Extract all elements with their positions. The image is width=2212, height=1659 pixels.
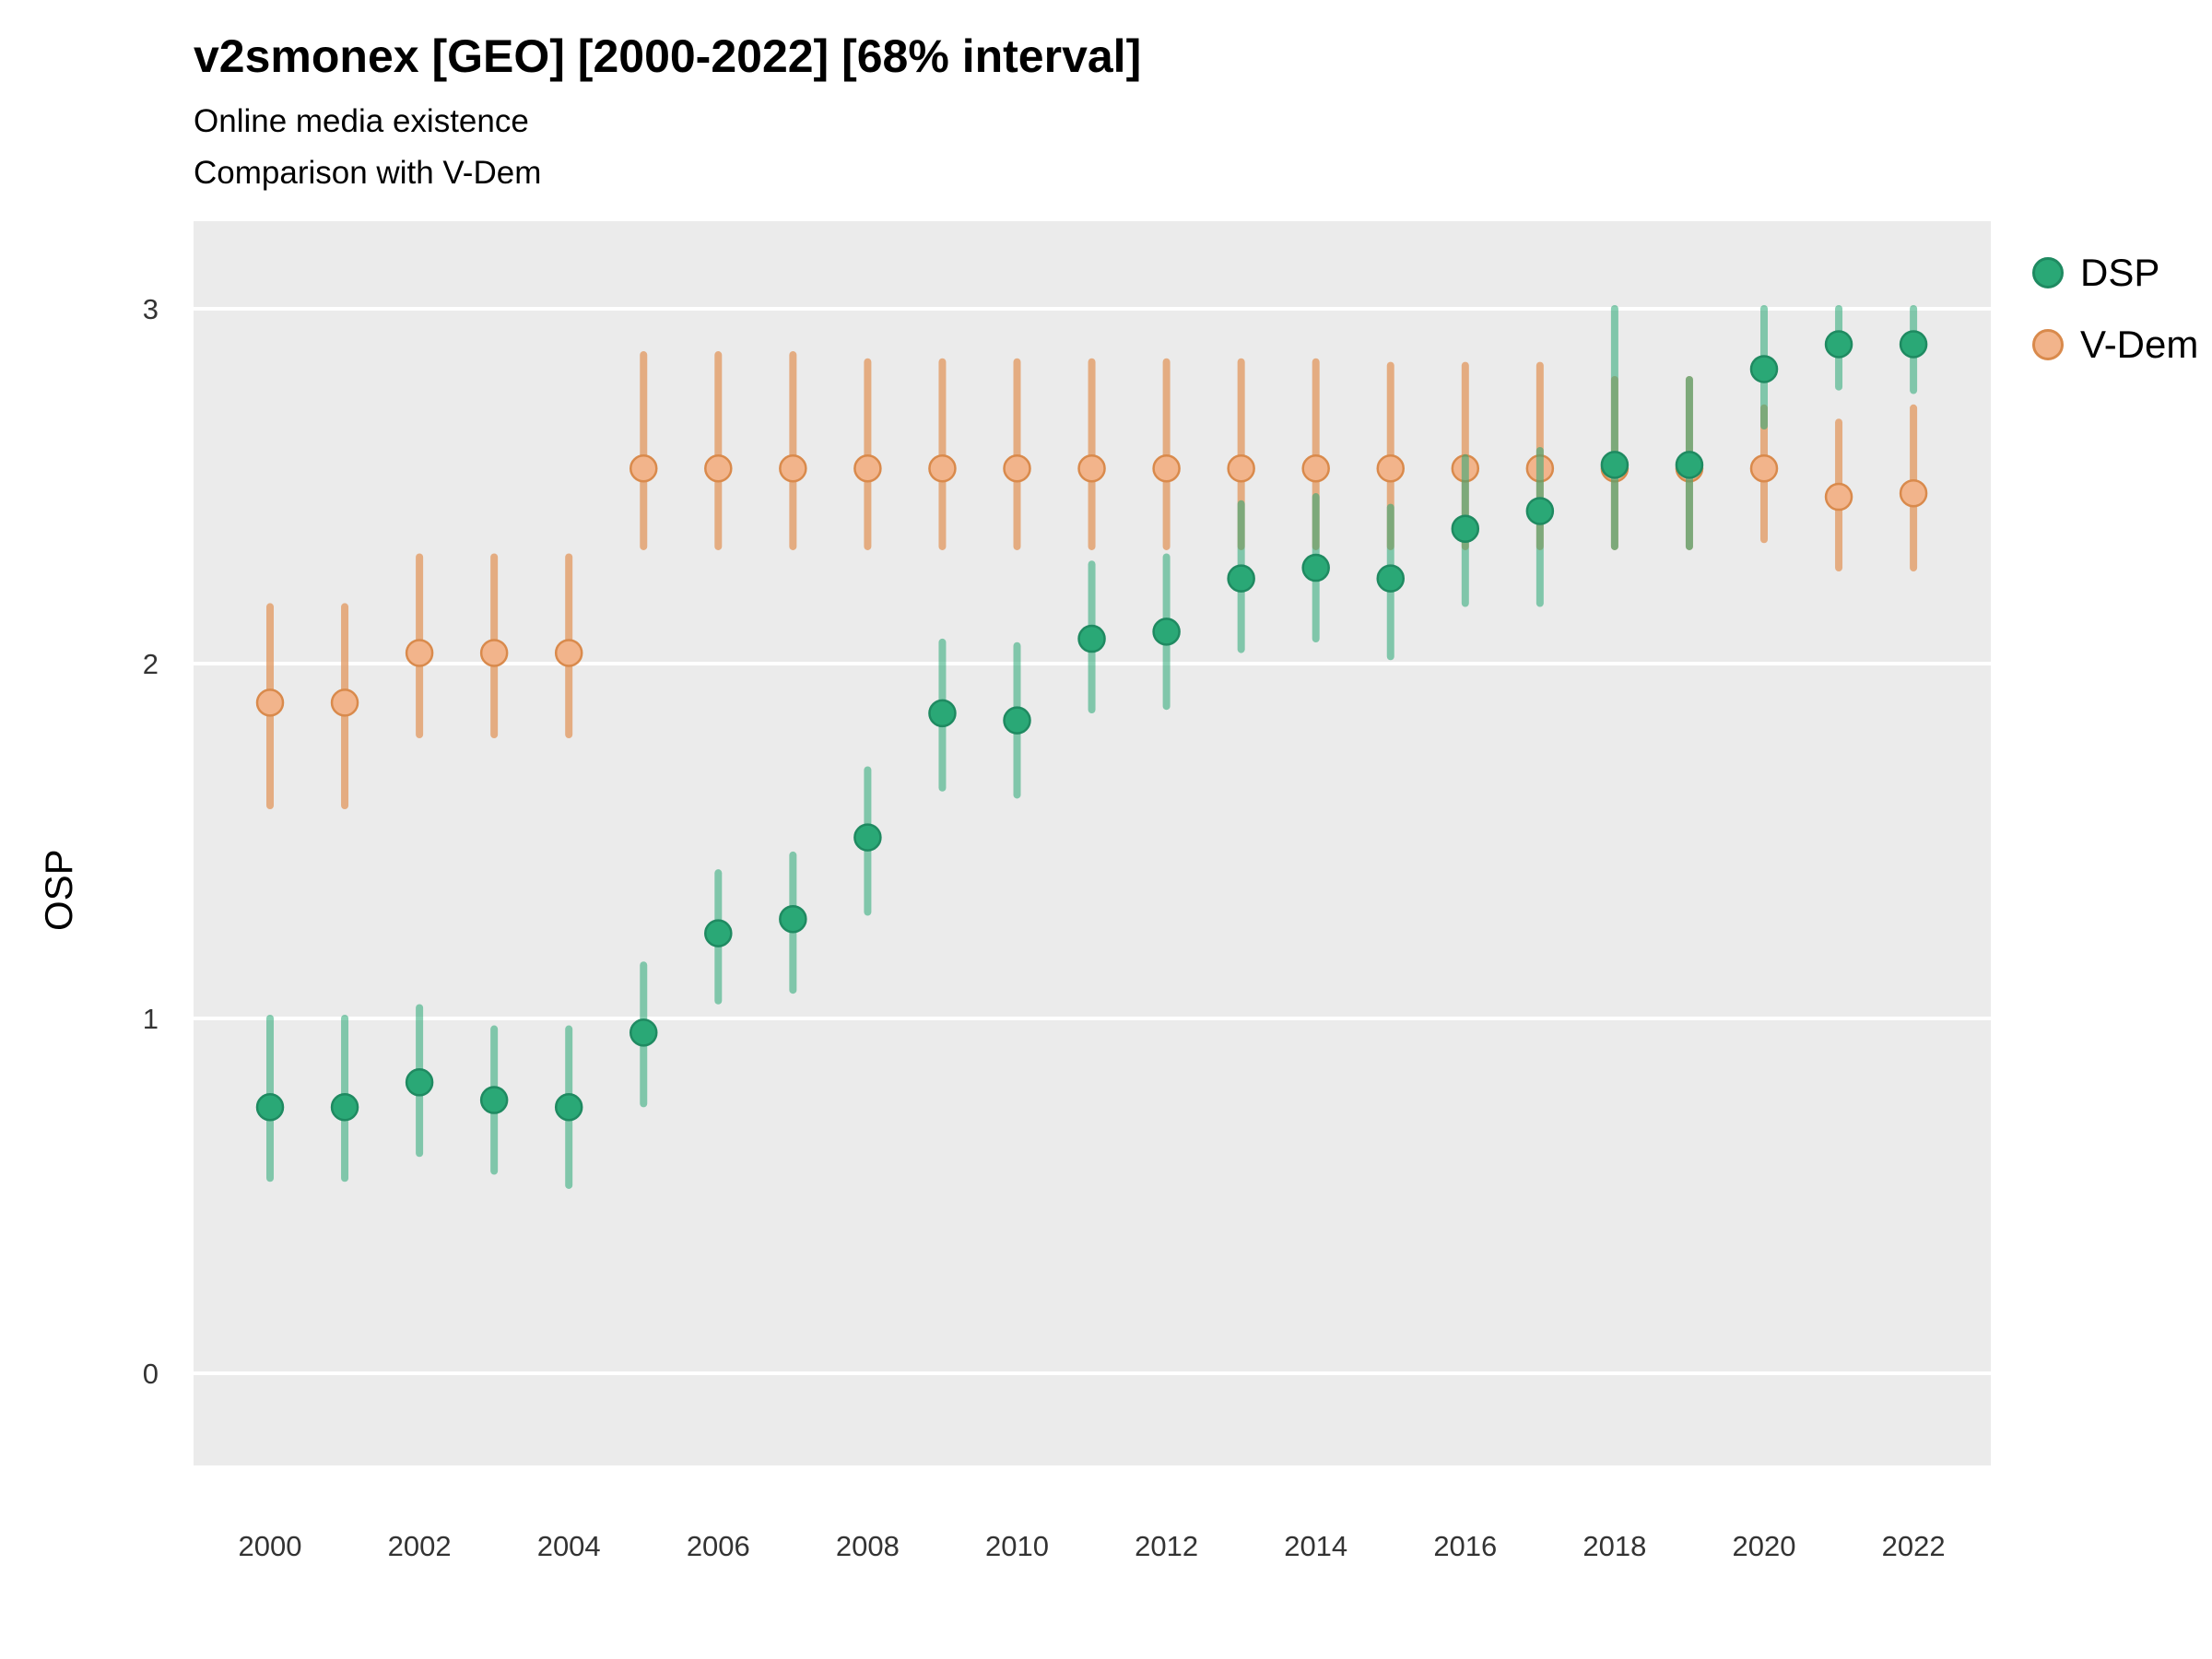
chart-subtitle-line2: Comparison with V-Dem (194, 155, 542, 191)
svg-text:2002: 2002 (388, 1530, 452, 1562)
legend-label-vdem: V-Dem (2080, 323, 2199, 366)
svg-text:3: 3 (143, 293, 159, 325)
svg-text:2: 2 (143, 648, 159, 680)
svg-text:2014: 2014 (1284, 1530, 1347, 1562)
svg-text:2010: 2010 (985, 1530, 1049, 1562)
legend-item-vdem: V-Dem (2032, 323, 2198, 367)
svg-text:1: 1 (143, 1003, 159, 1035)
svg-text:2000: 2000 (239, 1530, 302, 1562)
legend: DSP V-Dem (2032, 251, 2198, 367)
chart-title: v2smonex [GEO] [2000-2022] [68% interval… (194, 30, 1142, 82)
svg-text:2016: 2016 (1433, 1530, 1497, 1562)
legend-label-dsp: DSP (2080, 251, 2160, 294)
svg-text:2004: 2004 (537, 1530, 601, 1562)
chart-subtitle-line1: Online media existence (194, 103, 529, 139)
svg-text:2006: 2006 (687, 1530, 750, 1562)
svg-text:2012: 2012 (1135, 1530, 1198, 1562)
svg-text:2022: 2022 (1882, 1530, 1946, 1562)
legend-item-dsp: DSP (2032, 251, 2198, 295)
svg-text:2020: 2020 (1733, 1530, 1796, 1562)
svg-text:2018: 2018 (1583, 1530, 1646, 1562)
vdem-point-icon (2032, 329, 2064, 360)
dsp-point-icon (2032, 257, 2064, 288)
svg-text:2008: 2008 (836, 1530, 900, 1562)
svg-text:0: 0 (143, 1358, 159, 1390)
